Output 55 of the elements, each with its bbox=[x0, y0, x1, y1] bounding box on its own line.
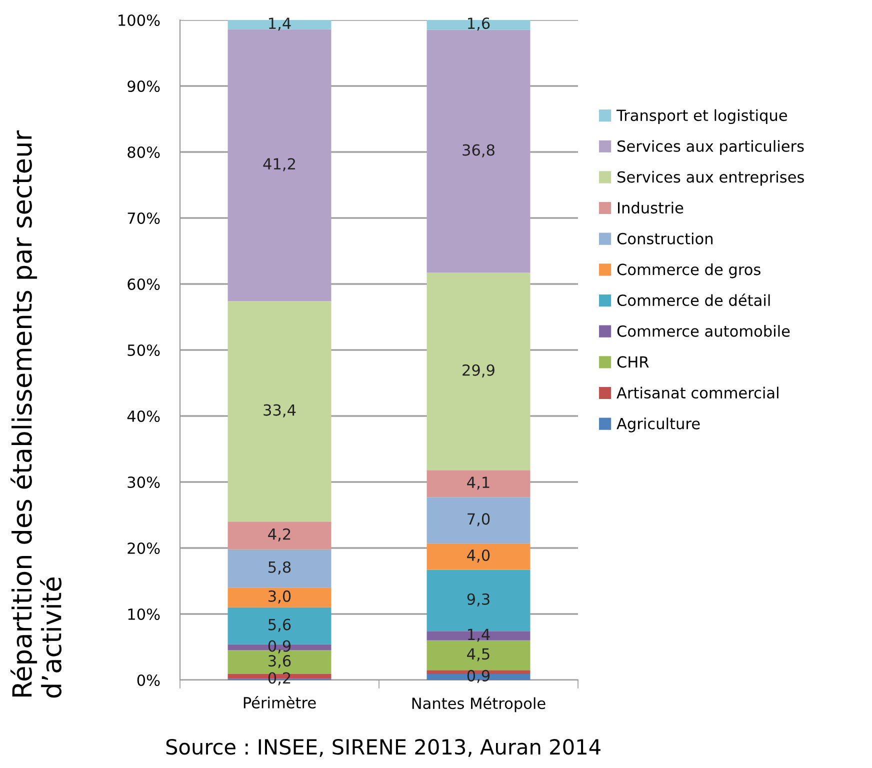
legend-label: Agriculture bbox=[616, 418, 700, 432]
data-label: 3,0 bbox=[268, 590, 291, 604]
y-tick-label: 20% bbox=[128, 542, 160, 554]
legend-label: Artisanat commercial bbox=[616, 386, 778, 399]
y-tick-label: 40% bbox=[127, 410, 160, 422]
x-tick-label: Nantes Métropole bbox=[412, 696, 546, 712]
legend-label: Industrie bbox=[618, 202, 684, 214]
legend-label: Transport et logistique bbox=[616, 109, 787, 124]
y-tick-label: 30% bbox=[128, 476, 160, 488]
data-label: 1,4 bbox=[269, 18, 291, 31]
bar bbox=[228, 29, 332, 302]
data-label: 36,8 bbox=[462, 144, 494, 158]
legend-label: Services aux entreprises bbox=[618, 170, 804, 186]
source-note: Source : INSEE, SIRENE 2013, Auran 2014 bbox=[166, 738, 600, 757]
legend-label: Services aux particuliers bbox=[618, 140, 804, 155]
bar bbox=[426, 272, 530, 470]
bar bbox=[228, 588, 332, 608]
bar bbox=[426, 470, 530, 498]
x-tick-label: Périmètre bbox=[244, 696, 316, 708]
y-tick-label: 80% bbox=[128, 146, 160, 158]
data-label: 9,3 bbox=[467, 593, 490, 606]
data-label: 4,5 bbox=[467, 648, 490, 662]
y-tick-label: 50% bbox=[128, 344, 160, 356]
legend-label: Commerce de gros bbox=[617, 263, 760, 278]
bar bbox=[426, 30, 530, 273]
data-label: 5,8 bbox=[268, 561, 291, 574]
y-tick-label: 0% bbox=[137, 674, 160, 686]
y-tick-label: 90% bbox=[128, 80, 160, 92]
legend-label: Commerce automobile bbox=[617, 325, 790, 337]
bar bbox=[426, 497, 530, 544]
y-tick-label: 60% bbox=[128, 278, 160, 290]
data-label: 1,6 bbox=[468, 17, 490, 31]
y-tick-label: 10% bbox=[128, 608, 160, 620]
data-label: 41,2 bbox=[263, 158, 295, 172]
data-label: 4,0 bbox=[467, 549, 490, 563]
data-label: 7,0 bbox=[468, 513, 490, 526]
data-label: 29,9 bbox=[462, 364, 494, 378]
data-label: 5,6 bbox=[268, 618, 291, 632]
y-tick-label: 70% bbox=[128, 212, 160, 224]
data-label: 33,4 bbox=[264, 404, 296, 418]
bar bbox=[228, 549, 332, 588]
legend-label: CHR bbox=[617, 356, 649, 368]
data-label: 4,1 bbox=[467, 476, 490, 490]
data-label: 3,6 bbox=[268, 655, 291, 668]
bar bbox=[426, 640, 530, 670]
bar bbox=[228, 301, 332, 522]
bar bbox=[228, 522, 332, 550]
legend-label: Construction bbox=[617, 232, 712, 244]
data-label: 4,2 bbox=[268, 528, 290, 542]
data-label: 0,2 bbox=[268, 672, 290, 686]
bar bbox=[426, 543, 530, 570]
y-axis-title: Répartition des établissements par secteur d’activité bbox=[10, 130, 62, 698]
data-label: 1,4 bbox=[468, 628, 490, 642]
y-tick-label: 100% bbox=[118, 14, 160, 26]
legend-label: Commerce de détail bbox=[617, 294, 770, 306]
